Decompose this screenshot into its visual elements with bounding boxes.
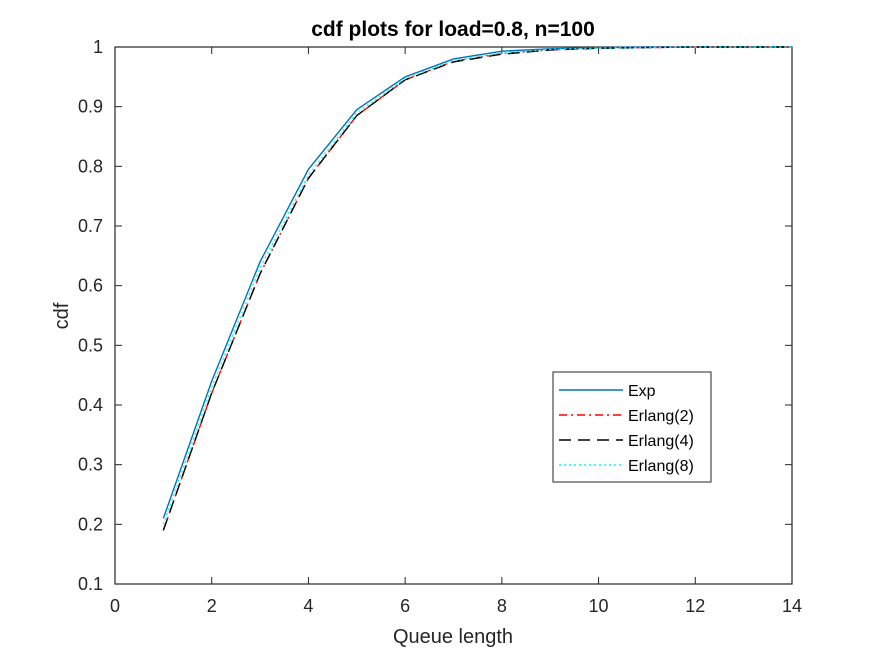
chart-title: cdf plots for load=0.8, n=100 <box>311 18 595 41</box>
y-tick-label: 0.9 <box>78 97 103 117</box>
y-tick-label: 0.1 <box>78 574 103 594</box>
y-axis-label: cdf <box>51 302 73 329</box>
legend-label: Erlang(4) <box>628 433 694 450</box>
legend-label: Exp <box>628 383 656 400</box>
axes: 0 2 4 6 8 10 12 14 0.1 0.2 0.3 0.4 0.5 0.6 0.7 0.8 0.9 1 <box>78 37 802 616</box>
legend: Exp Erlang(2) Erlang(4) Erlang(8) <box>552 371 712 483</box>
y-tick-label: 0.5 <box>78 335 103 355</box>
x-tick-label: 14 <box>782 596 802 616</box>
x-tick-label: 12 <box>685 596 705 616</box>
y-tick-label: 0.7 <box>78 216 103 236</box>
series-line-3 <box>162 46 792 525</box>
y-tick-label: 0.6 <box>78 276 103 296</box>
plot-lines <box>162 46 792 531</box>
series-line-2 <box>162 46 792 531</box>
x-tick-label: 4 <box>303 596 313 616</box>
legend-label: Erlang(8) <box>628 458 694 475</box>
x-tick-label: 8 <box>497 596 507 616</box>
y-tick-label: 1 <box>93 37 103 57</box>
plot-box <box>114 46 793 585</box>
x-tick-label: 0 <box>110 596 120 616</box>
legend-label: Erlang(2) <box>628 408 694 425</box>
y-tick-label: 0.2 <box>78 514 103 534</box>
x-tick-label: 6 <box>400 596 410 616</box>
y-tick-label: 0.8 <box>78 156 103 176</box>
x-axis-label: Queue length <box>393 626 513 648</box>
y-tick-label: 0.3 <box>78 455 103 475</box>
y-tick-label: 0.4 <box>78 395 103 415</box>
x-tick-label: 2 <box>207 596 217 616</box>
x-tick-label: 10 <box>589 596 609 616</box>
